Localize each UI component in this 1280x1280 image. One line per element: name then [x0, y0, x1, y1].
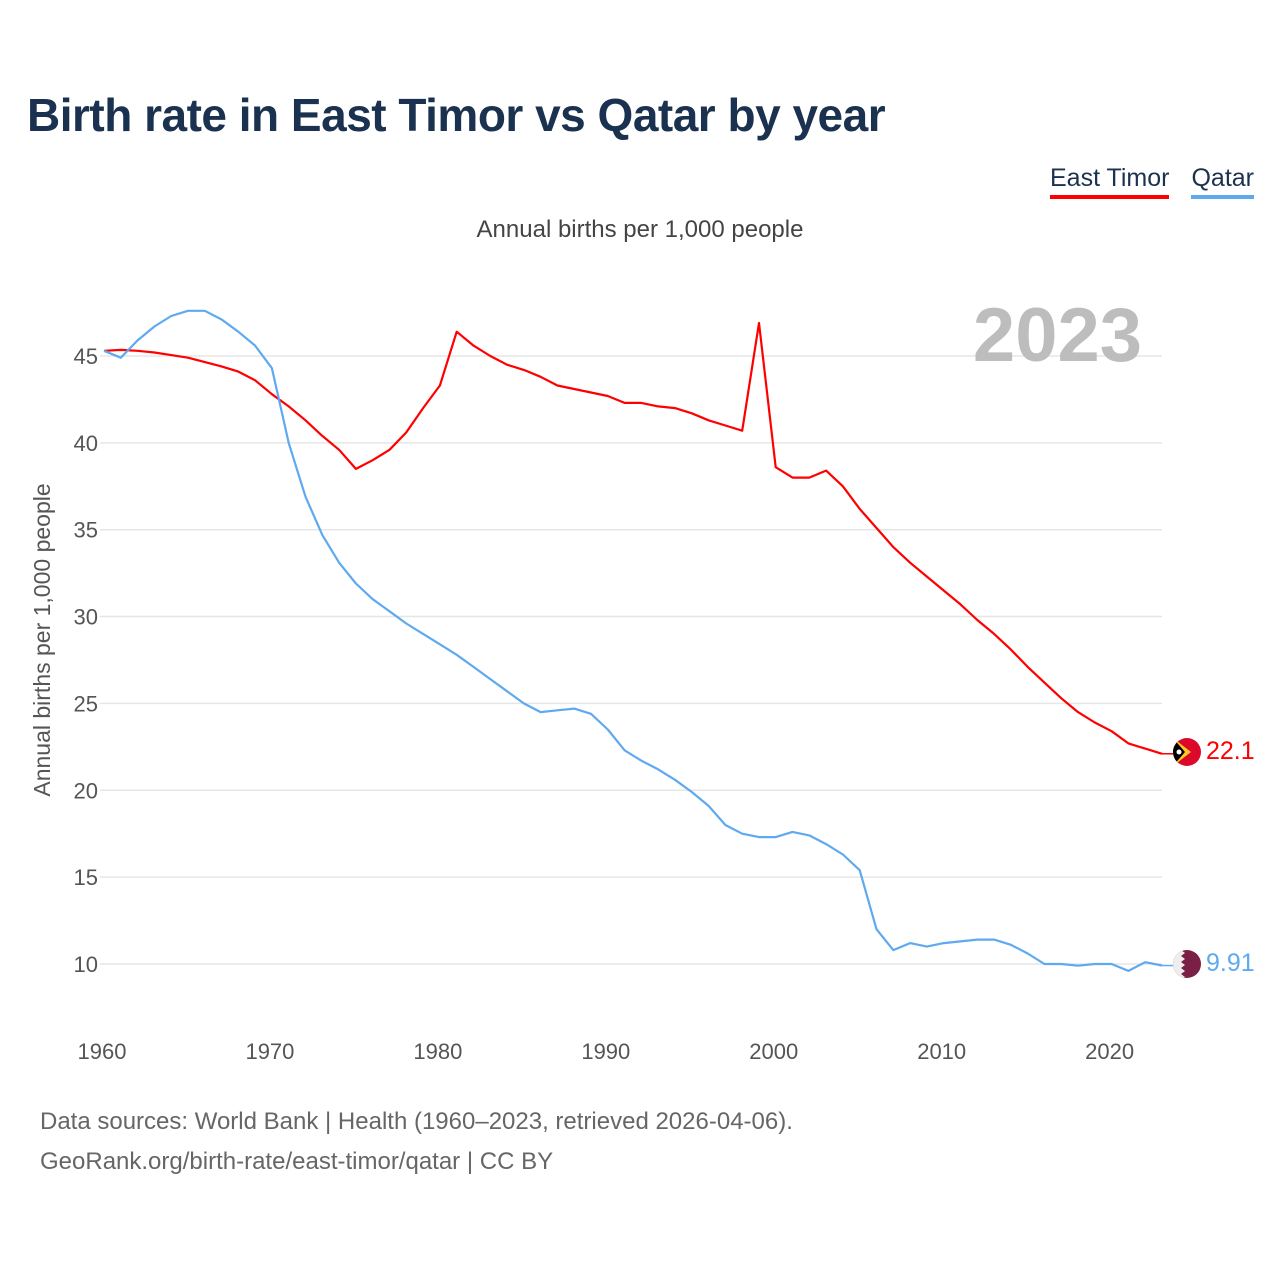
x-tick-label: 2000	[749, 1039, 798, 1064]
y-tick-label: 20	[74, 778, 98, 803]
y-tick-label: 25	[74, 691, 98, 716]
y-tick-label: 35	[74, 518, 98, 543]
y-tick-label: 45	[74, 344, 98, 369]
gridlines	[100, 355, 1162, 965]
series-line-qatar	[103, 309, 1163, 972]
x-tick-label: 1990	[581, 1039, 630, 1064]
y-tick-label: 15	[74, 865, 98, 890]
legend-east-timor[interactable]: East Timor	[1049, 164, 1170, 199]
x-tick-label: 2020	[1085, 1039, 1134, 1064]
chart-title: Birth rate in East Timor vs Qatar by yea…	[27, 89, 886, 141]
y-tick-label: 30	[74, 605, 98, 630]
end-label-qatar: 9.91	[1206, 949, 1255, 977]
legend-qatar[interactable]: Qatar	[1191, 164, 1254, 199]
chart-subtitle: Annual births per 1,000 people	[476, 216, 804, 243]
east-timor-flag-icon	[1173, 738, 1201, 766]
x-axis-ticks: 1960 1970 1980 1990 2000 2010 2020	[78, 1039, 1135, 1064]
end-flags	[1173, 738, 1201, 978]
y-tick-label: 10	[74, 952, 98, 977]
x-tick-label: 1980	[413, 1039, 462, 1064]
footer-sources: Data sources: World Bank | Health (1960–…	[40, 1108, 793, 1135]
year-label: 2023	[972, 293, 1142, 378]
x-tick-label: 2010	[917, 1039, 966, 1064]
x-tick-label: 1970	[245, 1039, 294, 1064]
series-line-east-timor	[103, 321, 1163, 755]
x-tick-label: 1960	[78, 1039, 127, 1064]
y-tick-label: 40	[74, 431, 98, 456]
y-axis-ticks: 10 15 20 25 30 35 40 45	[74, 344, 98, 977]
legend: East Timor Qatar	[1049, 164, 1254, 199]
end-label-east-timor: 22.1	[1206, 737, 1255, 765]
series-lines	[103, 309, 1173, 972]
qatar-flag-icon	[1173, 950, 1201, 978]
footer-link[interactable]: GeoRank.org/birth-rate/east-timor/qatar …	[40, 1148, 554, 1175]
y-axis-label: Annual births per 1,000 people	[29, 483, 55, 796]
